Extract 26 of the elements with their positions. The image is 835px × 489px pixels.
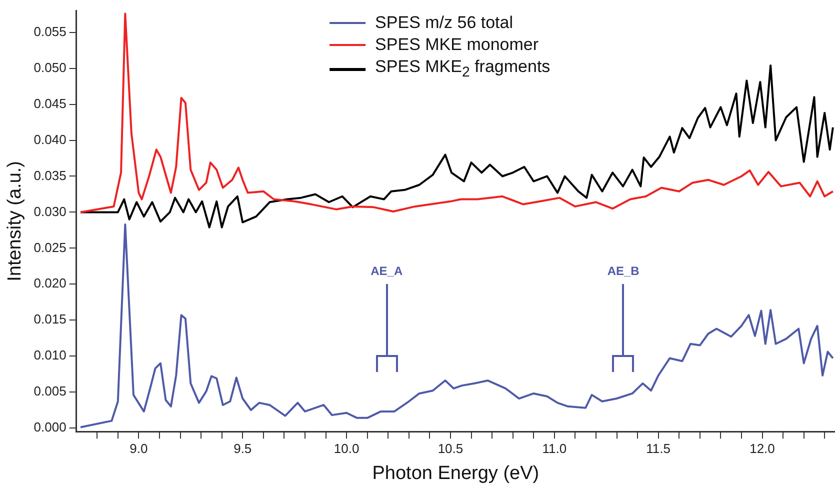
x-axis-title: Photon Energy (eV) <box>372 462 540 484</box>
y-tick-label: 0.020 <box>34 276 66 291</box>
legend-label: SPES m/z 56 total <box>375 12 514 34</box>
x-tick-label: 10.5 <box>438 440 464 456</box>
y-tick-label: 0.015 <box>34 312 66 327</box>
annotation: AE_B <box>607 264 640 278</box>
y-tick-label: 0.005 <box>34 384 66 399</box>
legend-label: SPES MKE monomer <box>375 34 539 56</box>
y-tick-label: 0.000 <box>34 420 66 435</box>
y-tick-label: 0.050 <box>34 60 66 75</box>
y-tick-label: 0.040 <box>34 132 66 147</box>
y-tick-label: 0.055 <box>34 24 66 39</box>
x-tick-label: 12.0 <box>750 440 775 456</box>
x-tick-label: 10.0 <box>334 440 360 456</box>
legend-label: SPES MKE$_{2}$ fragments <box>375 56 550 82</box>
x-tick-label: 9.0 <box>130 440 148 456</box>
y-tick-label: 0.025 <box>34 240 66 255</box>
y-tick-label: 0.010 <box>34 348 66 363</box>
x-tick-label: 11.0 <box>542 440 567 456</box>
x-tick-label: 9.5 <box>234 440 252 456</box>
x-tick-label: 11.5 <box>646 440 670 456</box>
y-tick-label: 0.030 <box>34 204 66 219</box>
y-tick-label: 0.045 <box>34 96 66 111</box>
y-axis-title: Intensity (a.u.) <box>4 161 26 282</box>
annotation: AE_A <box>370 264 403 278</box>
y-tick-label: 0.035 <box>34 168 66 183</box>
